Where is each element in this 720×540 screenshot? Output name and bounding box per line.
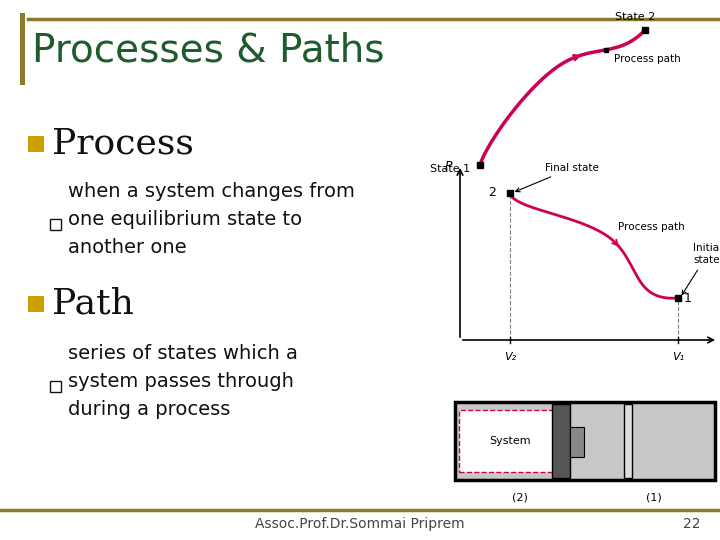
Text: V₁: V₁: [672, 352, 684, 362]
Text: Final state: Final state: [516, 163, 599, 192]
Text: Assoc.Prof.Dr.Sommai Priprem: Assoc.Prof.Dr.Sommai Priprem: [255, 517, 465, 531]
Text: Process: Process: [52, 127, 194, 161]
Bar: [552, 404, 570, 478]
Text: when a system changes from
one equilibrium state to
another one: when a system changes from one equilibri…: [68, 182, 355, 257]
Text: Initial
state: Initial state: [682, 244, 720, 295]
Text: State 1: State 1: [430, 164, 470, 174]
Bar: [50, 381, 61, 392]
Text: 2: 2: [488, 186, 496, 199]
Text: Processes & Paths: Processes & Paths: [32, 31, 384, 69]
Text: (1): (1): [646, 492, 662, 502]
Bar: [20, 13, 25, 85]
Text: P: P: [444, 160, 451, 173]
Text: 1: 1: [684, 292, 692, 305]
Text: (2): (2): [512, 492, 528, 502]
Bar: [28, 296, 44, 312]
Text: Process path: Process path: [613, 54, 680, 64]
Text: State 2: State 2: [615, 12, 655, 22]
Text: V₂: V₂: [504, 352, 516, 362]
Bar: [459, 410, 560, 472]
Text: Path: Path: [52, 287, 134, 321]
Bar: [28, 136, 44, 152]
Bar: [455, 402, 715, 480]
Bar: [50, 219, 61, 230]
Text: System: System: [489, 436, 531, 446]
Text: series of states which a
system passes through
during a process: series of states which a system passes t…: [68, 344, 298, 419]
Text: V: V: [718, 335, 720, 348]
Text: Process path: Process path: [618, 222, 685, 232]
Text: 22: 22: [683, 517, 700, 531]
Bar: [624, 404, 632, 478]
Bar: [570, 427, 584, 457]
